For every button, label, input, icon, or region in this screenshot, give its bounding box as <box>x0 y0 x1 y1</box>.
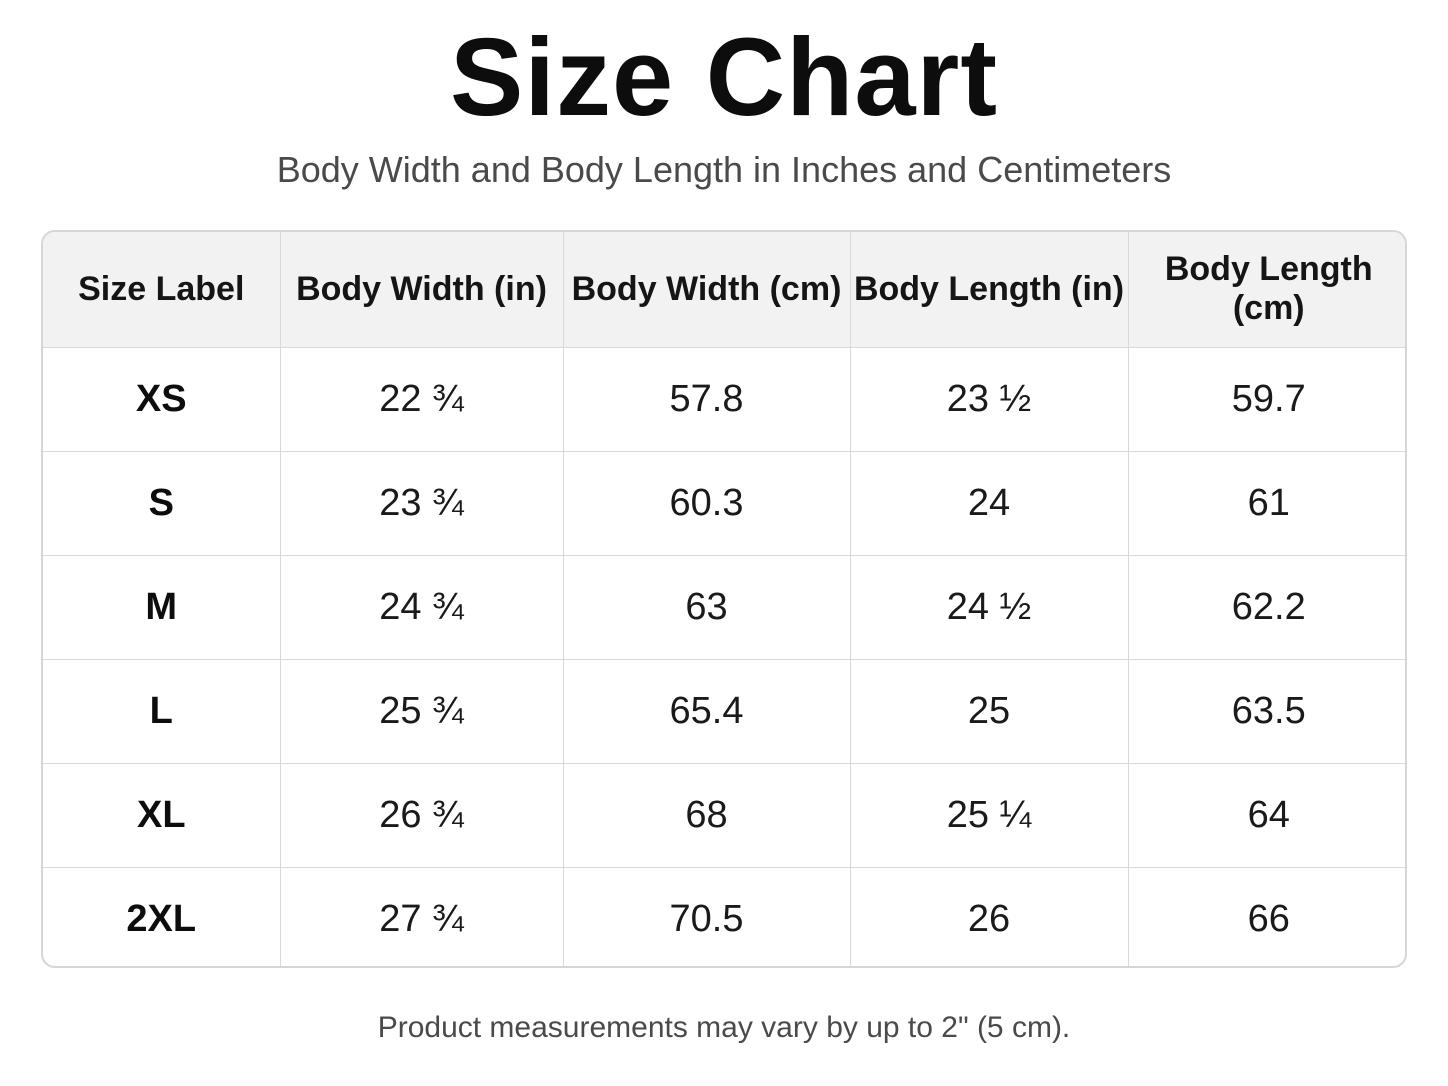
body-length-cm-cell: 61 <box>1127 450 1405 556</box>
body-width-in-cell: 24 ¾ <box>279 554 564 660</box>
body-length-in-cell: 25 ¼ <box>849 762 1129 868</box>
page-title: Size Chart <box>450 16 998 139</box>
body-length-in-cell: 24 ½ <box>849 554 1129 660</box>
size-chart-table-container: Size Label Body Width (in) Body Width (c… <box>41 230 1407 968</box>
table-row: XS 22 ¾ 57.8 23 ½ 59.7 <box>43 346 1405 452</box>
table-row: 2XL 27 ¾ 70.5 26 66 <box>43 866 1405 966</box>
body-width-cm-cell: 60.3 <box>562 450 851 556</box>
body-length-cm-cell: 64 <box>1127 762 1405 868</box>
body-width-in-cell: 27 ¾ <box>279 866 564 966</box>
body-width-cm-cell: 63 <box>562 554 851 660</box>
body-length-in-cell: 24 <box>849 450 1129 556</box>
body-width-cm-cell: 68 <box>562 762 851 868</box>
header-body-width-cm: Body Width (cm) <box>562 232 851 348</box>
body-length-in-cell: 26 <box>849 866 1129 966</box>
size-label-cell: L <box>43 658 281 764</box>
body-length-cm-cell: 63.5 <box>1127 658 1405 764</box>
page-subtitle: Body Width and Body Length in Inches and… <box>276 149 1172 190</box>
table-row: XL 26 ¾ 68 25 ¼ 64 <box>43 762 1405 868</box>
body-length-in-cell: 23 ½ <box>849 346 1129 452</box>
body-width-cm-cell: 65.4 <box>562 658 851 764</box>
header-body-length-cm: Body Length (cm) <box>1127 232 1405 348</box>
body-length-cm-cell: 62.2 <box>1127 554 1405 660</box>
size-label-cell: XL <box>43 762 281 868</box>
body-length-cm-cell: 66 <box>1127 866 1405 966</box>
body-width-in-cell: 23 ¾ <box>279 450 564 556</box>
table-row: M 24 ¾ 63 24 ½ 62.2 <box>43 554 1405 660</box>
header-body-length-in: Body Length (in) <box>849 232 1129 348</box>
size-label-cell: 2XL <box>43 866 281 966</box>
header-size-label: Size Label <box>43 232 281 348</box>
measurement-footnote: Product measurements may vary by up to 2… <box>377 1011 1071 1044</box>
header-body-width-in: Body Width (in) <box>279 232 564 348</box>
table-header-row: Size Label Body Width (in) Body Width (c… <box>43 232 1405 348</box>
body-width-in-cell: 26 ¾ <box>279 762 564 868</box>
size-label-cell: XS <box>43 346 281 452</box>
body-length-cm-cell: 59.7 <box>1127 346 1405 452</box>
body-length-in-cell: 25 <box>849 658 1129 764</box>
body-width-cm-cell: 70.5 <box>562 866 851 966</box>
body-width-in-cell: 22 ¾ <box>279 346 564 452</box>
body-width-cm-cell: 57.8 <box>562 346 851 452</box>
table-row: S 23 ¾ 60.3 24 61 <box>43 450 1405 556</box>
body-width-in-cell: 25 ¾ <box>279 658 564 764</box>
size-label-cell: M <box>43 554 281 660</box>
size-label-cell: S <box>43 450 281 556</box>
table-row: L 25 ¾ 65.4 25 63.5 <box>43 658 1405 764</box>
size-chart-table: Size Label Body Width (in) Body Width (c… <box>43 232 1405 966</box>
